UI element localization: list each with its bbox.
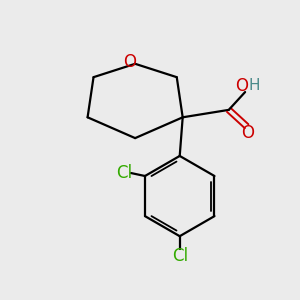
Text: O: O xyxy=(235,76,248,94)
Text: Cl: Cl xyxy=(172,247,188,265)
Text: O: O xyxy=(242,124,255,142)
Text: Cl: Cl xyxy=(116,164,132,182)
Text: H: H xyxy=(249,78,260,93)
Text: O: O xyxy=(123,53,136,71)
